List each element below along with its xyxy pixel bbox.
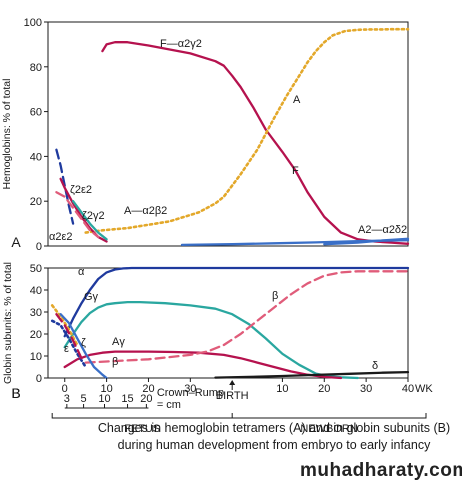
series-annotation: β: [272, 290, 278, 302]
crown-rump-tick-label: 15: [121, 393, 133, 405]
x-tick-label: 10: [100, 383, 112, 395]
series-annotation: ζ2γ2: [82, 210, 105, 222]
series-annotation: α: [78, 266, 85, 278]
series-line: [63, 266, 410, 338]
watermark: muhadharaty.com: [300, 460, 462, 481]
panel-label-b: B: [11, 385, 20, 401]
crown-rump-unit: = cm: [157, 399, 181, 411]
crown-rump-tick-label: 3: [64, 393, 70, 405]
series-line: [50, 319, 87, 369]
series-annotation: A2—α2δ2: [358, 224, 407, 236]
fetus-bracket: [51, 413, 233, 419]
series-line: [323, 237, 410, 246]
newborn-label: NEWBORN: [300, 423, 358, 435]
series-line: [101, 41, 410, 245]
y-tick-label: 0: [36, 241, 42, 253]
panel-label: A: [11, 234, 21, 250]
x-tick-label: 30: [360, 383, 372, 395]
crown-rump-label: Crown–Rump: [157, 387, 224, 399]
y-tick-label: 40: [30, 285, 42, 297]
x-tick-label: 20: [142, 383, 154, 395]
y-tick-label: 40: [30, 151, 42, 163]
series-line: [55, 191, 100, 239]
y-tick-label: 80: [30, 62, 42, 74]
series-annotation: ε: [64, 343, 69, 355]
series-annotation: α2ε2: [49, 231, 73, 243]
panel-label: B: [11, 385, 20, 401]
newborn-bracket: [232, 413, 427, 419]
y-tick-label: 30: [30, 307, 42, 319]
x-tick-label: 30: [184, 383, 196, 395]
y-tick-label: 60: [30, 107, 42, 119]
series-annotation: ζ2ε2: [70, 184, 92, 196]
panel-a-chart: 0 20 40 60 80 100 Hemoglobins: % of total A F—α2…: [1, 17, 410, 253]
y-tick-label: 20: [30, 329, 42, 341]
series-annotation: Aγ: [112, 336, 125, 348]
y-axis-label: Globin subunits: % of total: [2, 262, 14, 384]
x-tick-label: 0: [62, 383, 68, 395]
crown-rump-tick-label: 10: [98, 393, 110, 405]
fetus-label: FETUS: [124, 423, 160, 435]
panel-b-chart: 0 10 20 30 40 50 Globin subunits: % of totalBα…: [2, 262, 410, 401]
series-annotation: β: [112, 356, 118, 368]
series-annotation: A: [293, 94, 301, 106]
y-tick-label: 100: [24, 17, 42, 29]
x-tick-label: 10: [276, 383, 288, 395]
series-line: [84, 270, 410, 364]
birth-arrowhead: [229, 380, 236, 385]
birth-label: BIRTH: [216, 390, 249, 402]
series-line: [50, 304, 79, 347]
series-line: [55, 313, 83, 360]
crown-rump-tick-label: 20: [140, 393, 152, 405]
series-annotation: F: [292, 165, 299, 177]
crown-rump-tick-label: 5: [81, 393, 87, 405]
series-annotation: δ: [372, 360, 378, 372]
y-tick-label: 10: [30, 351, 42, 363]
x-tick-label: 20: [318, 383, 330, 395]
plot-frame: [47, 21, 409, 247]
y-tick-label: 0: [36, 373, 42, 385]
x-unit-label: WK: [415, 383, 433, 395]
figure-caption: Changes in hemoglobin tetramers (A) and …: [97, 421, 451, 452]
y-axis-label: Hemoglobins: % of total: [1, 79, 13, 190]
series-annotation: Gγ: [84, 291, 99, 303]
series-line: [214, 370, 410, 379]
series-line: [71, 200, 108, 241]
series-annotation: F—α2γ2: [160, 38, 202, 50]
series-annotation: ζ: [81, 337, 86, 349]
series-line: [84, 27, 410, 234]
y-tick-label: 20: [30, 196, 42, 208]
series-line: [63, 300, 359, 380]
series-line: [59, 313, 108, 380]
x-tick-label: 40: [402, 383, 414, 395]
y-tick-label: 50: [30, 263, 42, 275]
series-annotation: A—α2β2: [124, 205, 167, 217]
